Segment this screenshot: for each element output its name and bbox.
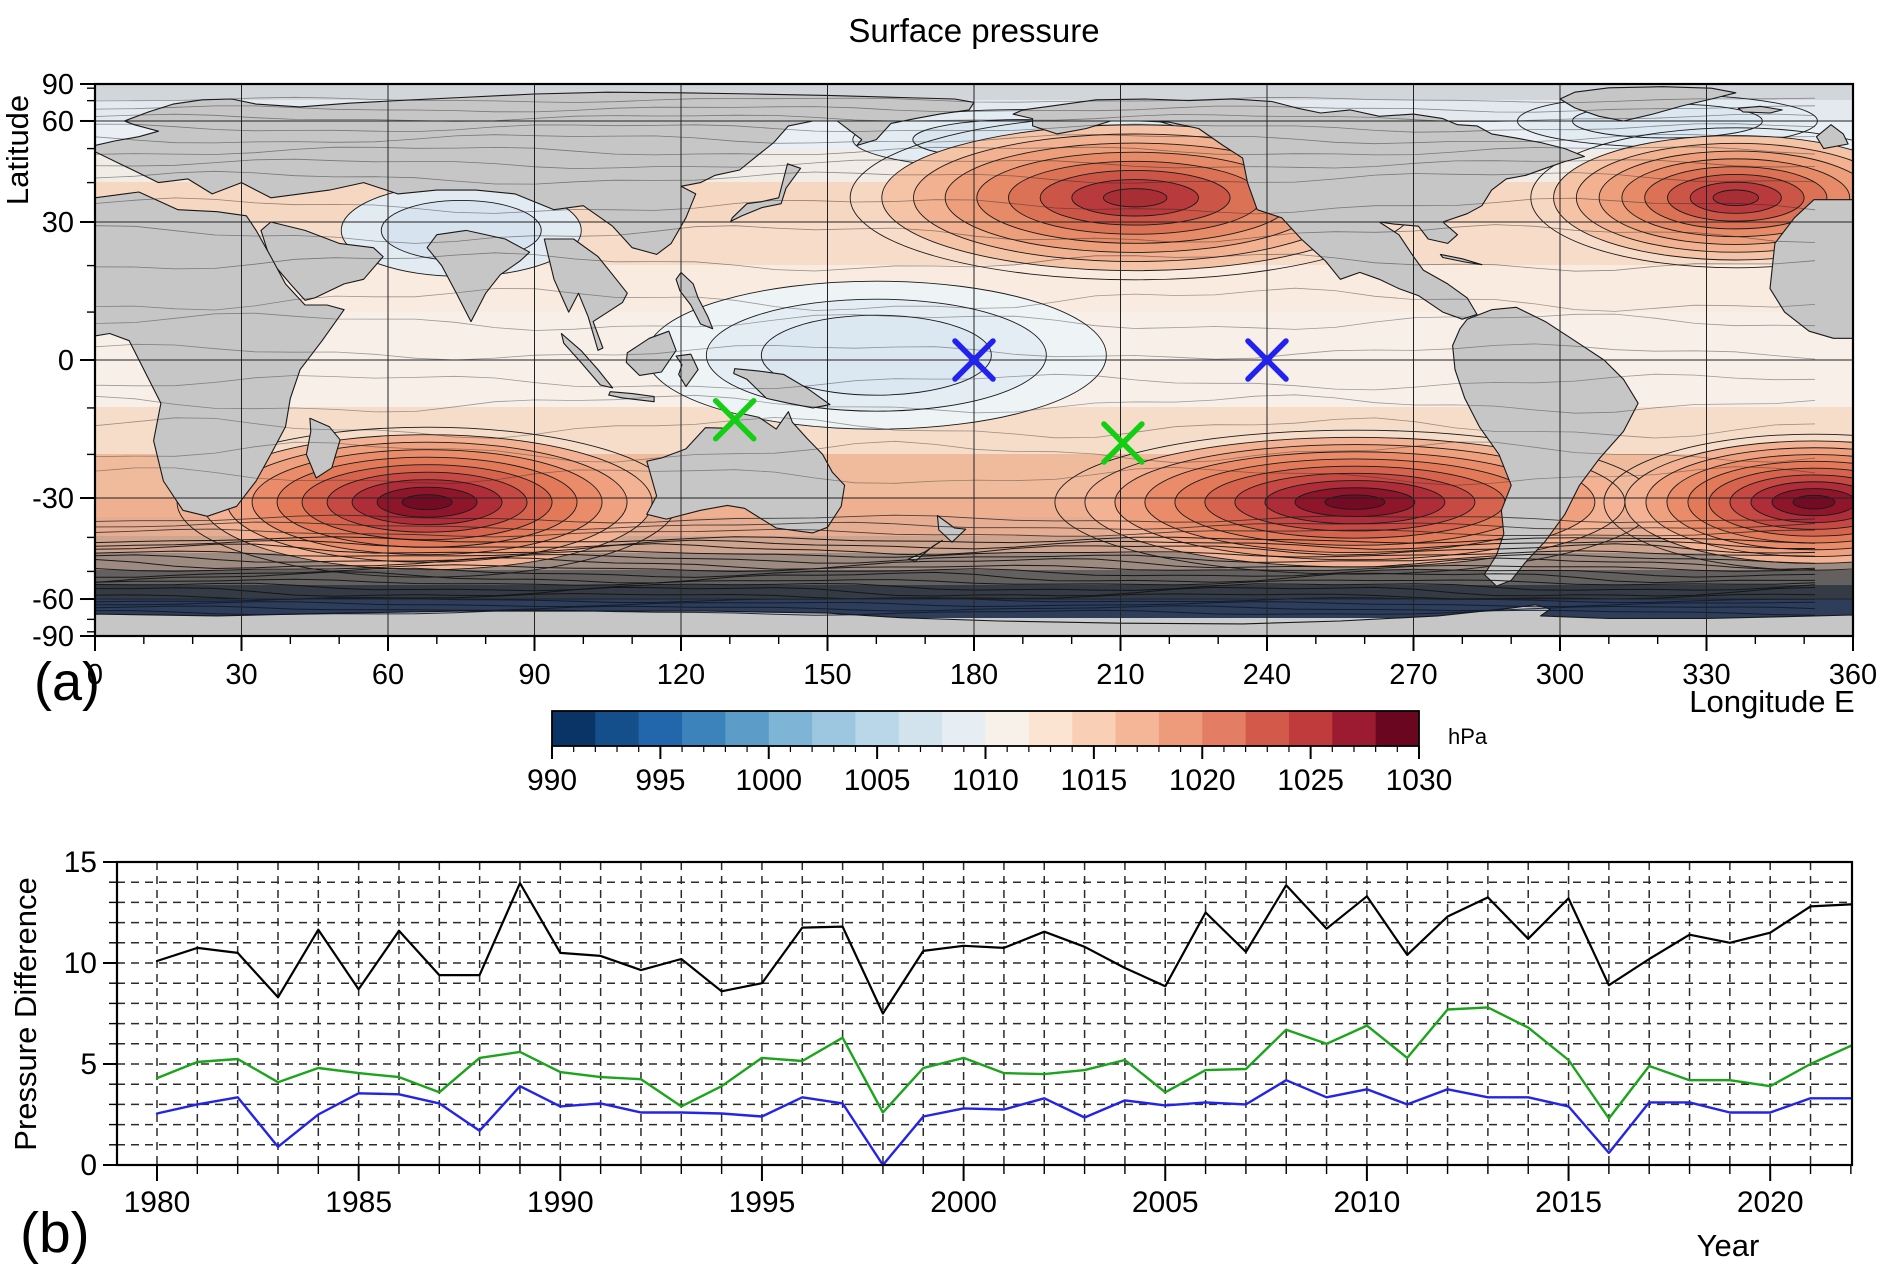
- map-xlabel: Longitude E: [1689, 684, 1854, 719]
- landmass: [95, 191, 345, 517]
- timeseries-ylabel: Pressure Difference: [8, 877, 43, 1150]
- landmass: [675, 271, 714, 330]
- map-x-tick-label: 360: [1829, 659, 1877, 691]
- timeseries-x-tick-label: 2020: [1737, 1186, 1804, 1219]
- panel-a-label: (a): [34, 652, 100, 712]
- station-marker-blue-x-west: [952, 338, 996, 382]
- map-x-tick-label: 150: [803, 659, 851, 691]
- timeseries-y-tick-label: 15: [64, 846, 97, 879]
- landmass: [675, 353, 699, 388]
- timeseries-panel: 1980 1985 1990 1995 2000 2005 2010 2015 2020 0 5 10…: [64, 846, 1854, 1219]
- timeseries-x-tick-label: 2010: [1334, 1186, 1401, 1219]
- map-y-tick-label: 90: [42, 69, 74, 101]
- map-ylabel: Latitude: [0, 95, 35, 205]
- map-x-tick-label: 240: [1243, 659, 1291, 691]
- colorbar-tick-label: 1005: [844, 764, 911, 797]
- timeseries-y-tick-label: 10: [64, 947, 97, 980]
- timeseries-ticks: [103, 861, 1852, 1181]
- map-x-tick-label: 300: [1536, 659, 1584, 691]
- map-y-tick-label: 60: [42, 106, 74, 138]
- landmass: [730, 163, 802, 222]
- landmass: [1439, 253, 1483, 266]
- landmass: [560, 332, 614, 389]
- landmass: [1012, 98, 1585, 320]
- landmass: [305, 417, 341, 479]
- landmass: [625, 330, 677, 376]
- landmass: [426, 229, 531, 323]
- landmass: [1815, 124, 1849, 150]
- panel-b-label: (b): [20, 1201, 90, 1265]
- timeseries-x-tick-label: 1980: [124, 1186, 191, 1219]
- map-x-tick-label: 180: [950, 659, 998, 691]
- map-x-tick-label: 210: [1096, 659, 1144, 691]
- colorbar-tick-label: 1015: [1061, 764, 1128, 797]
- map-graticule: [95, 84, 1853, 636]
- map-x-tick-label: 330: [1682, 659, 1730, 691]
- landmass: [608, 391, 655, 403]
- landmass: [1769, 199, 1853, 339]
- timeseries-y-tick-label: 0: [80, 1149, 97, 1182]
- landmass: [1452, 306, 1639, 587]
- timeseries-x-tick-label: 1995: [729, 1186, 796, 1219]
- timeseries-x-tick-label: 2015: [1535, 1186, 1602, 1219]
- colorbar-tick-label: 1025: [1277, 764, 1344, 797]
- colorbar-tick-label: 1020: [1169, 764, 1236, 797]
- colorbar-tick-label: 990: [527, 764, 577, 797]
- map-x-tick-label: 60: [372, 659, 404, 691]
- map-x-tick-label: 120: [657, 659, 705, 691]
- timeseries-x-tick-label: 1990: [527, 1186, 594, 1219]
- map-panel: 0 30 60 90 120 150 180 210 240 270 300 330 360906030…: [32, 69, 1877, 797]
- map-y-tick-label: 30: [42, 207, 74, 239]
- landmass: [733, 368, 831, 409]
- map-field: [95, 84, 1853, 636]
- timeseries-x-tick-label: 2000: [930, 1186, 997, 1219]
- colorbar-tick-label: 1010: [952, 764, 1019, 797]
- colorbar-tick-label: 1000: [735, 764, 802, 797]
- series-black-line: [155, 882, 1853, 1015]
- timeseries-x-tick-label: 1985: [325, 1186, 392, 1219]
- station-marker-green-x-east: [1101, 421, 1145, 465]
- station-marker-blue-x-east: [1245, 338, 1289, 382]
- map-x-tick-label: 0: [87, 659, 103, 691]
- colorbar: 990 995 1000 1005 1010 1015 1020 1025 1030: [527, 710, 1453, 797]
- timeseries-x-tick-label: 2005: [1132, 1186, 1199, 1219]
- map-x-tick-label: 30: [225, 659, 257, 691]
- colorbar-unit-label: hPa: [1448, 724, 1488, 749]
- timeseries-grid: [117, 862, 1852, 1165]
- map-ticks: [80, 83, 1854, 651]
- map-x-tick-label: 90: [518, 659, 550, 691]
- station-marker-green-x-west: [712, 397, 757, 442]
- series-blue-line: [155, 1078, 1853, 1167]
- map-y-tick-label: -30: [32, 483, 74, 515]
- series-green-line: [155, 1006, 1853, 1120]
- landmass: [1559, 86, 1737, 122]
- colorbar-tick-label: 995: [635, 764, 685, 797]
- colorbar-tick-label: 1030: [1386, 764, 1453, 797]
- landmass: [1737, 105, 1783, 114]
- map-y-tick-label: -90: [32, 621, 74, 653]
- map-x-tick-label: 270: [1389, 659, 1437, 691]
- timeseries-y-tick-label: 5: [80, 1048, 97, 1081]
- landmass: [936, 514, 967, 543]
- landmass: [543, 238, 628, 351]
- map-title: Surface pressure: [848, 12, 1099, 49]
- timeseries-xlabel: Year: [1697, 1228, 1760, 1263]
- map-y-tick-label: 0: [58, 345, 74, 377]
- map-y-tick-label: -60: [32, 584, 74, 616]
